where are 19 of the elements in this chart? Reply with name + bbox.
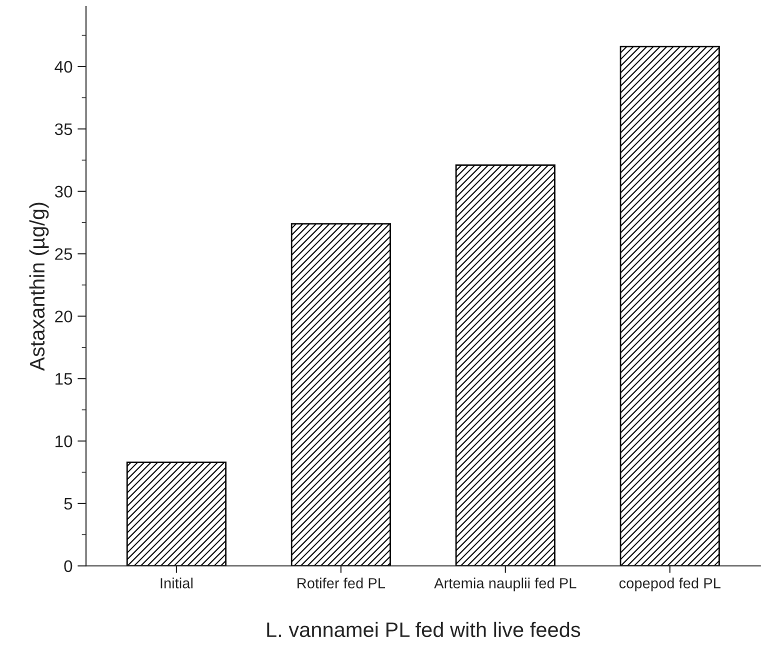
- y-tick-label: 40: [54, 60, 72, 73]
- y-tick-label: 35: [54, 123, 72, 136]
- y-axis-title: Astaxanthin (µg/g): [29, 202, 49, 371]
- x-tick-label: Artemia nauplii fed PL: [434, 578, 576, 592]
- x-axis-title: L. vannamei PL fed with live feeds: [267, 622, 580, 638]
- bar: [620, 46, 720, 566]
- x-tick-label: Rotifer fed PL: [298, 578, 386, 588]
- x-tick-label: copepod fed PL: [619, 578, 720, 592]
- y-tick-label: 0: [64, 560, 72, 572]
- bar: [455, 164, 556, 566]
- y-tick-label: 25: [55, 248, 72, 260]
- y-tick-label: 20: [55, 310, 72, 322]
- bar: [290, 223, 391, 566]
- y-tick-label: 10: [56, 435, 72, 448]
- bar: [126, 462, 227, 566]
- y-tick-label: 15: [56, 373, 72, 385]
- x-tick-label: Initial: [160, 578, 193, 588]
- y-tick-label: 30: [54, 186, 72, 198]
- y-tick-label: 5: [64, 498, 72, 510]
